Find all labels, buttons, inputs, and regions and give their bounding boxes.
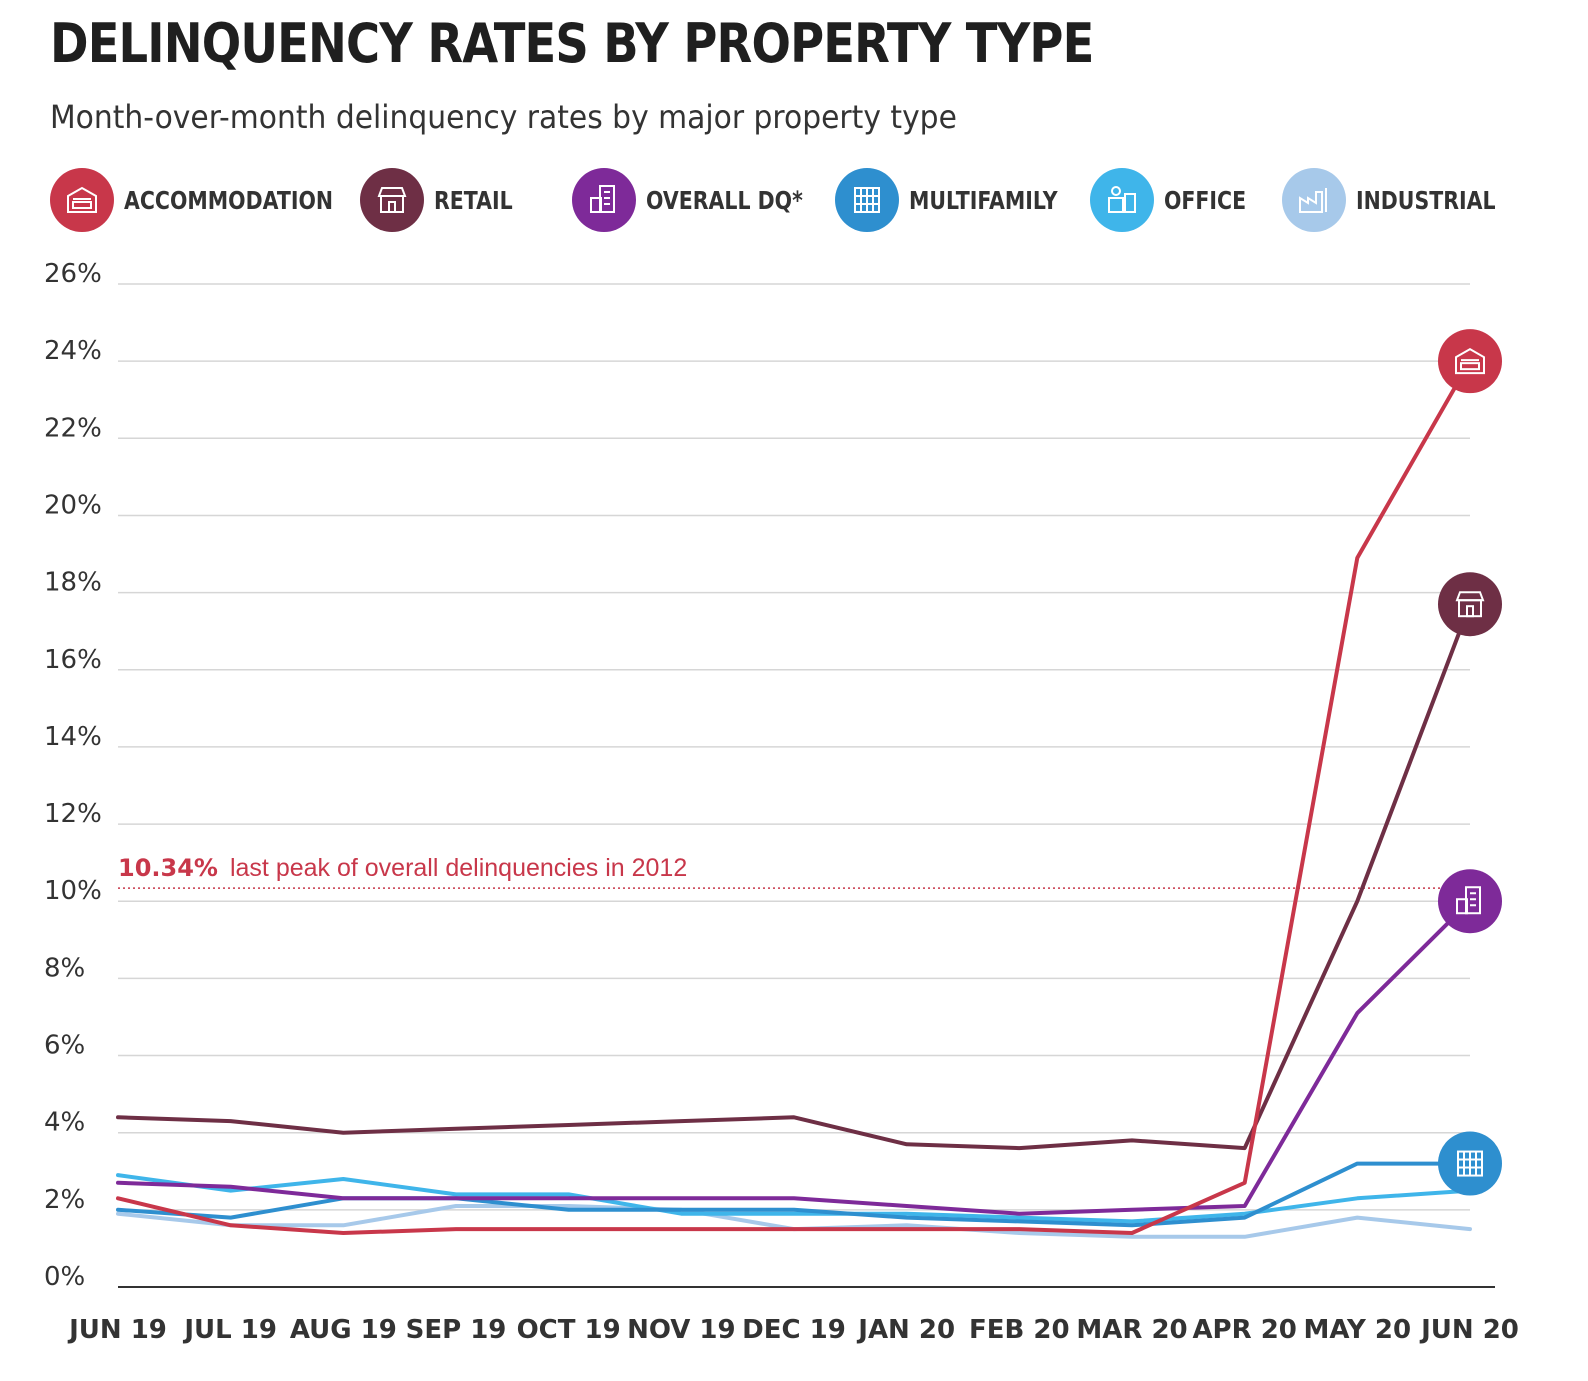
y-tick-label: 18% <box>44 568 102 598</box>
y-tick-label: 6% <box>44 1031 85 1061</box>
grid-lines <box>118 283 1495 1288</box>
legend-label: OFFICE <box>1164 185 1247 215</box>
x-axis-ticks: JUN 19 JUL 19 AUG 19 SEP 19 OCT 19 NOV 19 DEC … <box>67 1315 1519 1345</box>
legend-label: ACCOMMODATION <box>124 185 334 215</box>
legend-item-accommodation: ACCOMMODATION <box>50 168 379 232</box>
x-tick-label: OCT 19 <box>517 1315 621 1345</box>
x-tick-label: FEB 20 <box>969 1315 1070 1345</box>
hotel-bed-icon <box>50 168 114 232</box>
y-tick-label: 12% <box>44 799 102 829</box>
city-buildings-icon <box>572 168 636 232</box>
x-tick-label: JUN 20 <box>1419 1315 1519 1345</box>
storefront-icon <box>1455 591 1485 618</box>
x-tick-label: MAR 20 <box>1076 1315 1187 1345</box>
legend-label: MULTIFAMILY <box>909 185 1058 215</box>
hotel-bed-icon <box>1455 348 1485 375</box>
x-tick-label: NOV 19 <box>627 1315 736 1345</box>
series-line-office <box>116 1173 1472 1224</box>
y-axis-ticks: 0% 2% 4% 6% 8% 10% 12% 14% 16% 18% 20% 22% 24% 26% <box>44 259 102 1292</box>
legend-item-multifamily: MULTIFAMILY <box>835 168 1090 232</box>
series-line-overall-dq <box>116 899 1472 1216</box>
legend-item-retail: RETAIL <box>360 168 530 232</box>
series-line-retail <box>116 602 1472 1151</box>
chart-title: DELINQUENCY RATES BY PROPERTY TYPE <box>50 12 1094 75</box>
y-tick-label: 8% <box>44 953 85 983</box>
x-tick-label: APR 20 <box>1192 1315 1296 1345</box>
x-tick-label: MAY 20 <box>1304 1315 1412 1345</box>
apartment-building-icon <box>835 168 899 232</box>
y-tick-label: 16% <box>44 645 102 675</box>
y-tick-label: 4% <box>44 1108 85 1138</box>
y-tick-label: 2% <box>44 1185 85 1215</box>
legend-item-office: OFFICE <box>1090 168 1264 232</box>
legend-item-industrial: INDUSTRIAL <box>1282 168 1526 232</box>
y-tick-label: 26% <box>44 259 102 289</box>
apartment-building-icon <box>1457 1150 1483 1177</box>
x-tick-label: SEP 19 <box>406 1315 507 1345</box>
chart-subtitle: Month-over-month delinquency rates by ma… <box>50 98 957 136</box>
end-markers <box>1438 329 1502 1196</box>
x-tick-label: JUN 19 <box>67 1315 167 1345</box>
reference-text: last peak of overall delinquencies in 20… <box>230 854 687 882</box>
office-desk-icon <box>1090 168 1154 232</box>
y-tick-label: 10% <box>44 876 102 906</box>
y-tick-label: 14% <box>44 722 102 752</box>
x-tick-label: JUL 19 <box>182 1315 277 1345</box>
end-marker-accommodation <box>1438 329 1502 394</box>
end-marker-retail <box>1438 572 1502 637</box>
end-marker-circle <box>1438 572 1502 637</box>
legend-item-overall-dq: OVERALL DQ* <box>572 168 837 232</box>
y-tick-label: 20% <box>44 490 102 520</box>
reference-value: 10.34% <box>118 854 218 882</box>
x-tick-label: DEC 19 <box>742 1315 846 1345</box>
legend-label: OVERALL DQ* <box>646 185 803 215</box>
reference-label: 10.34% last peak of overall delinquencies… <box>118 854 687 882</box>
legend: ACCOMMODATION RETAIL OVERALL DQ* MULTIFAMIL… <box>0 0 1588 240</box>
city-buildings-icon <box>1456 886 1481 915</box>
end-marker-overall-dq <box>1438 869 1502 934</box>
legend-label: INDUSTRIAL <box>1356 185 1496 215</box>
legend-label: RETAIL <box>434 185 513 215</box>
y-tick-label: 22% <box>44 413 102 443</box>
y-tick-label: 0% <box>44 1262 85 1292</box>
x-tick-label: AUG 19 <box>290 1315 397 1345</box>
factory-icon <box>1282 168 1346 232</box>
y-tick-label: 24% <box>44 336 102 366</box>
series-lines <box>116 359 1472 1239</box>
x-tick-label: JAN 20 <box>856 1315 955 1345</box>
end-marker-circle <box>1438 869 1502 934</box>
storefront-icon <box>360 168 424 232</box>
reference-line-group: 10.34% last peak of overall delinquencies… <box>118 854 1470 889</box>
series-line-accommodation <box>116 359 1472 1235</box>
end-marker-multifamily <box>1438 1131 1502 1196</box>
